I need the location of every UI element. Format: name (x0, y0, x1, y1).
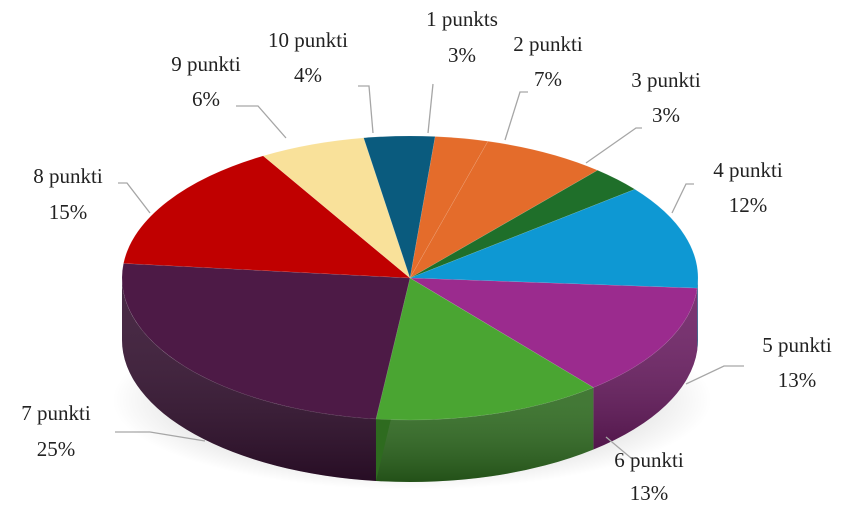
slice-top-9-punkti (262, 137, 411, 279)
slice-label-name: 10 punkti (268, 28, 348, 52)
slice-label-percent: 6% (192, 87, 220, 111)
slice-label-name: 6 punkti (614, 448, 684, 472)
leader-line (115, 431, 206, 442)
slice-label-percent: 13% (778, 368, 817, 392)
leader-line (605, 436, 636, 459)
slice-labels: 1 punkts 3% 2 punkti 7% 3 punkti 3% 4 punkti 12… (21, 7, 832, 505)
slice-label-name: 5 punkti (762, 333, 832, 357)
slice-label-name: 1 punkts (426, 7, 498, 31)
slice-side-shade (593, 288, 698, 450)
pie-tops (121, 135, 699, 421)
leader-line (118, 182, 151, 214)
slice-label-percent: 7% (534, 67, 562, 91)
slice-label-name: 2 punkti (513, 32, 583, 56)
slice-side-shade (122, 278, 376, 482)
leader-line (358, 85, 374, 134)
slice-side-shade (375, 387, 594, 483)
slice-top-1-punkts (409, 136, 489, 279)
slice-label-name: 3 punkti (631, 68, 701, 92)
leader-line (685, 365, 744, 385)
slice-label-percent: 13% (630, 481, 669, 505)
slice-top-3-punkti (409, 169, 636, 279)
slice-top-2-punkti (409, 140, 599, 279)
slice-top-5-punkti (409, 277, 698, 388)
slice-label-name: 7 punkti (21, 401, 91, 425)
leader-lines (115, 83, 744, 459)
slice-top-6-punkti (375, 277, 595, 421)
slice-label-percent: 3% (448, 43, 476, 67)
slice-top-8-punkti (123, 155, 411, 279)
slice-label-name: 4 punkti (713, 158, 783, 182)
leader-line (671, 183, 694, 214)
slice-top-10-punkti (363, 135, 436, 279)
leader-line (236, 105, 287, 139)
leader-line (585, 127, 642, 164)
slice-label-percent: 4% (294, 63, 322, 87)
slice-label-name: 8 punkti (33, 164, 103, 188)
slice-top-4-punkti (409, 188, 699, 289)
leader-line (427, 83, 434, 134)
slice-label-percent: 12% (729, 193, 768, 217)
slice-top-7-punkti (121, 263, 411, 420)
slice-side-shade (697, 278, 698, 351)
slice-label-percent: 3% (652, 103, 680, 127)
slice-label-percent: 15% (49, 200, 88, 224)
leader-line (504, 91, 528, 141)
slice-label-percent: 25% (37, 437, 76, 461)
slice-label-name: 9 punkti (171, 52, 241, 76)
